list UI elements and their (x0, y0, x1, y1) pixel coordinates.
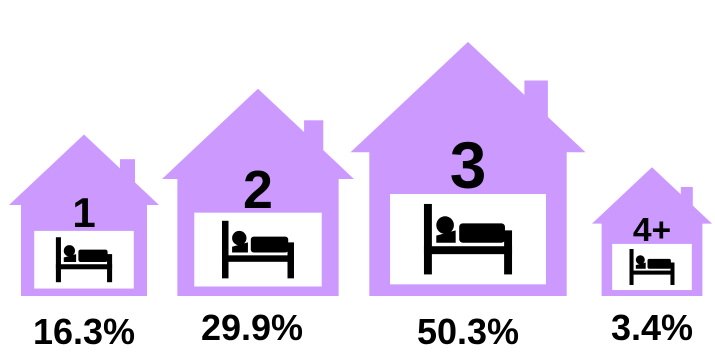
percent-label: 3.4% (611, 307, 693, 348)
house-roof (592, 167, 712, 224)
house-1: 1 16.3% (9, 134, 159, 352)
category-label: 1 (72, 189, 95, 236)
category-label: 3 (450, 128, 487, 202)
house-2: 2 29.9% (162, 88, 354, 348)
houses-group: 1 16.3% 2 29.9% 3 50.3% 4+ 3.4% (9, 41, 712, 352)
percent-label: 50.3% (417, 311, 519, 352)
percent-label: 29.9% (201, 307, 303, 348)
house-roof (162, 88, 354, 179)
category-label: 4+ (633, 212, 671, 249)
percent-label: 16.3% (33, 311, 135, 352)
house-3: 3 50.3% (350, 41, 586, 352)
house-roof (350, 41, 586, 153)
category-label: 2 (243, 160, 273, 220)
house-4plus: 4+ 3.4% (592, 167, 712, 348)
house-roof (9, 134, 159, 205)
